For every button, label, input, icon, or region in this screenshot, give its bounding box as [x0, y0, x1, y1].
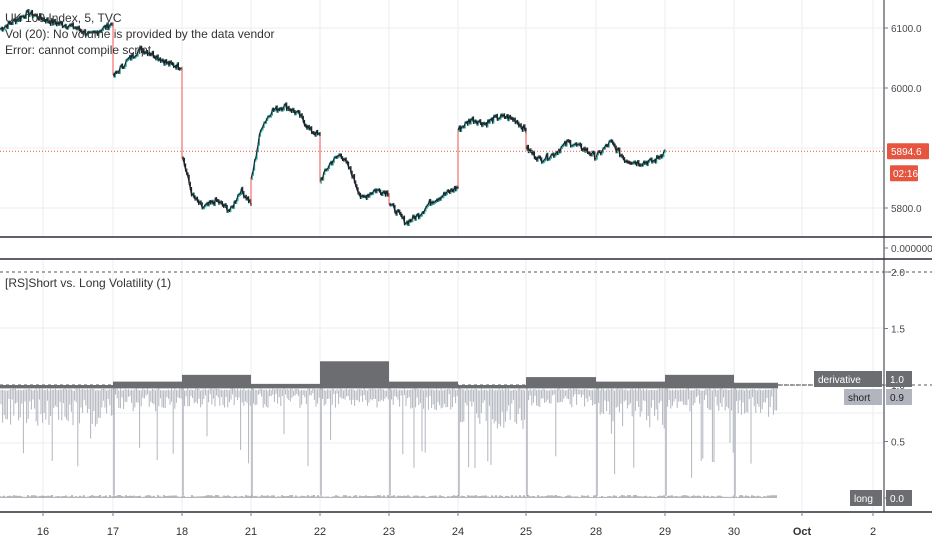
derivative-bar — [389, 381, 458, 389]
series-value-label: 1.0 — [890, 375, 904, 386]
price-line — [525, 139, 597, 163]
price-line — [319, 154, 390, 200]
time-tick-label: 30 — [728, 526, 740, 538]
series-name-badge — [814, 371, 882, 387]
price-line — [388, 185, 459, 227]
time-tick-label: 16 — [37, 526, 49, 538]
time-tick-label: 29 — [659, 526, 671, 538]
series-name-badge — [850, 490, 882, 506]
price-line — [457, 113, 527, 133]
time-tick-label: Oct — [793, 526, 812, 538]
series-name-label: derivative — [818, 375, 861, 386]
price-tick-label: 6000.0 — [891, 84, 922, 95]
derivative-bar — [251, 383, 320, 389]
volume-error-text: Vol (20): No volume is provided by the d… — [5, 27, 275, 41]
time-tick-label: 23 — [383, 526, 395, 538]
price-tick-label: 5800.0 — [891, 204, 922, 215]
time-tick-label: 21 — [245, 526, 257, 538]
series-value-badge — [886, 371, 912, 387]
derivative-bar — [458, 385, 526, 389]
time-tick-label: 28 — [590, 526, 602, 538]
price-line — [595, 140, 666, 167]
series-value-label: 0.0 — [890, 494, 904, 505]
series-name-label: long — [854, 494, 873, 505]
osc-tick-label: 1.5 — [891, 325, 905, 336]
series-value-badge — [886, 389, 912, 405]
time-tick-label: 22 — [314, 526, 326, 538]
time-tick-label: 24 — [452, 526, 464, 538]
last-price-badge — [887, 143, 929, 160]
price-line — [112, 46, 183, 78]
countdown-badge — [890, 165, 918, 182]
time-tick-label: 18 — [176, 526, 188, 538]
derivative-bar — [113, 381, 182, 389]
derivative-bar — [596, 381, 665, 389]
price-tick-label: 6100.0 — [891, 24, 922, 35]
series-name-badge — [844, 389, 882, 405]
main-chart-title: UK 100 Index, 5, TVC — [5, 11, 122, 25]
time-tick-label: 25 — [520, 526, 532, 538]
derivative-bar — [526, 377, 596, 389]
script-error-text: Error: cannot compile script — [5, 43, 152, 57]
time-tick-label: 2 — [870, 526, 876, 538]
indicator-legend: [RS]Short vs. Long Volatility (1) — [5, 275, 171, 291]
derivative-bar — [320, 361, 389, 389]
series-value-badge — [886, 490, 912, 506]
price-line — [181, 157, 252, 213]
countdown-text: 02:16 — [893, 169, 918, 180]
main-legend: UK 100 Index, 5, TVC Vol (20): No volume… — [5, 10, 274, 58]
osc-tick-label: 0.5 — [891, 438, 905, 449]
derivative-bar — [182, 374, 251, 389]
last-price-text: 5894.6 — [891, 147, 922, 158]
series-name-label: short — [848, 393, 870, 404]
derivative-bar — [0, 385, 113, 389]
volume-tick-label: 0.00000000 — [891, 244, 932, 255]
price-line — [250, 102, 321, 179]
indicator-title: [RS]Short vs. Long Volatility (1) — [5, 276, 172, 290]
series-value-label: 0.9 — [890, 393, 904, 404]
derivative-bar — [665, 374, 734, 389]
osc-tick-label: 2.0 — [891, 268, 905, 279]
time-tick-label: 17 — [107, 526, 119, 538]
derivative-bar — [734, 382, 778, 389]
price-line — [0, 9, 114, 36]
